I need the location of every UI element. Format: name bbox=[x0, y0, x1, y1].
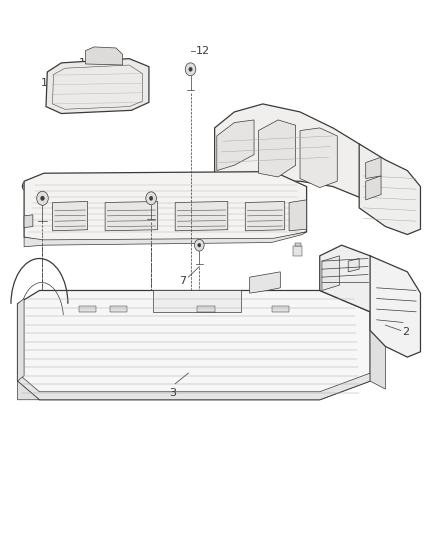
Text: 10: 10 bbox=[255, 140, 269, 150]
Polygon shape bbox=[258, 120, 296, 177]
Polygon shape bbox=[175, 201, 228, 231]
Circle shape bbox=[189, 67, 192, 71]
Polygon shape bbox=[322, 256, 339, 290]
Polygon shape bbox=[320, 245, 385, 320]
Polygon shape bbox=[366, 157, 381, 179]
Circle shape bbox=[37, 191, 48, 205]
Polygon shape bbox=[359, 144, 420, 235]
Polygon shape bbox=[272, 306, 289, 312]
Text: 13: 13 bbox=[41, 78, 55, 87]
Polygon shape bbox=[215, 104, 385, 197]
Circle shape bbox=[149, 196, 153, 200]
Circle shape bbox=[198, 243, 201, 247]
Circle shape bbox=[194, 239, 204, 251]
Polygon shape bbox=[217, 120, 254, 171]
Polygon shape bbox=[53, 201, 88, 231]
Polygon shape bbox=[293, 246, 302, 256]
Text: 12: 12 bbox=[196, 46, 210, 55]
Polygon shape bbox=[153, 290, 241, 312]
Text: 7: 7 bbox=[179, 276, 186, 286]
Polygon shape bbox=[18, 373, 370, 400]
Text: 2: 2 bbox=[402, 327, 409, 336]
Text: 11: 11 bbox=[79, 58, 93, 68]
Polygon shape bbox=[370, 312, 385, 389]
Polygon shape bbox=[85, 47, 123, 65]
Polygon shape bbox=[18, 381, 39, 400]
Polygon shape bbox=[250, 272, 280, 293]
Polygon shape bbox=[295, 243, 301, 246]
Polygon shape bbox=[105, 201, 158, 231]
Polygon shape bbox=[24, 232, 307, 247]
Polygon shape bbox=[46, 59, 149, 114]
Polygon shape bbox=[366, 176, 381, 200]
Polygon shape bbox=[370, 256, 420, 357]
Polygon shape bbox=[24, 172, 307, 241]
Polygon shape bbox=[348, 259, 359, 272]
Polygon shape bbox=[110, 306, 127, 312]
Circle shape bbox=[41, 196, 44, 200]
Circle shape bbox=[146, 192, 156, 205]
Polygon shape bbox=[289, 200, 307, 231]
Circle shape bbox=[185, 63, 196, 76]
Polygon shape bbox=[245, 201, 285, 231]
Text: 1: 1 bbox=[393, 184, 400, 194]
Polygon shape bbox=[18, 298, 24, 381]
Polygon shape bbox=[197, 306, 215, 312]
Polygon shape bbox=[18, 290, 370, 400]
Polygon shape bbox=[79, 306, 96, 312]
Polygon shape bbox=[300, 128, 337, 188]
Text: 5: 5 bbox=[127, 199, 134, 208]
Text: 6: 6 bbox=[21, 182, 28, 191]
Polygon shape bbox=[24, 215, 33, 228]
Text: 3: 3 bbox=[170, 388, 177, 398]
